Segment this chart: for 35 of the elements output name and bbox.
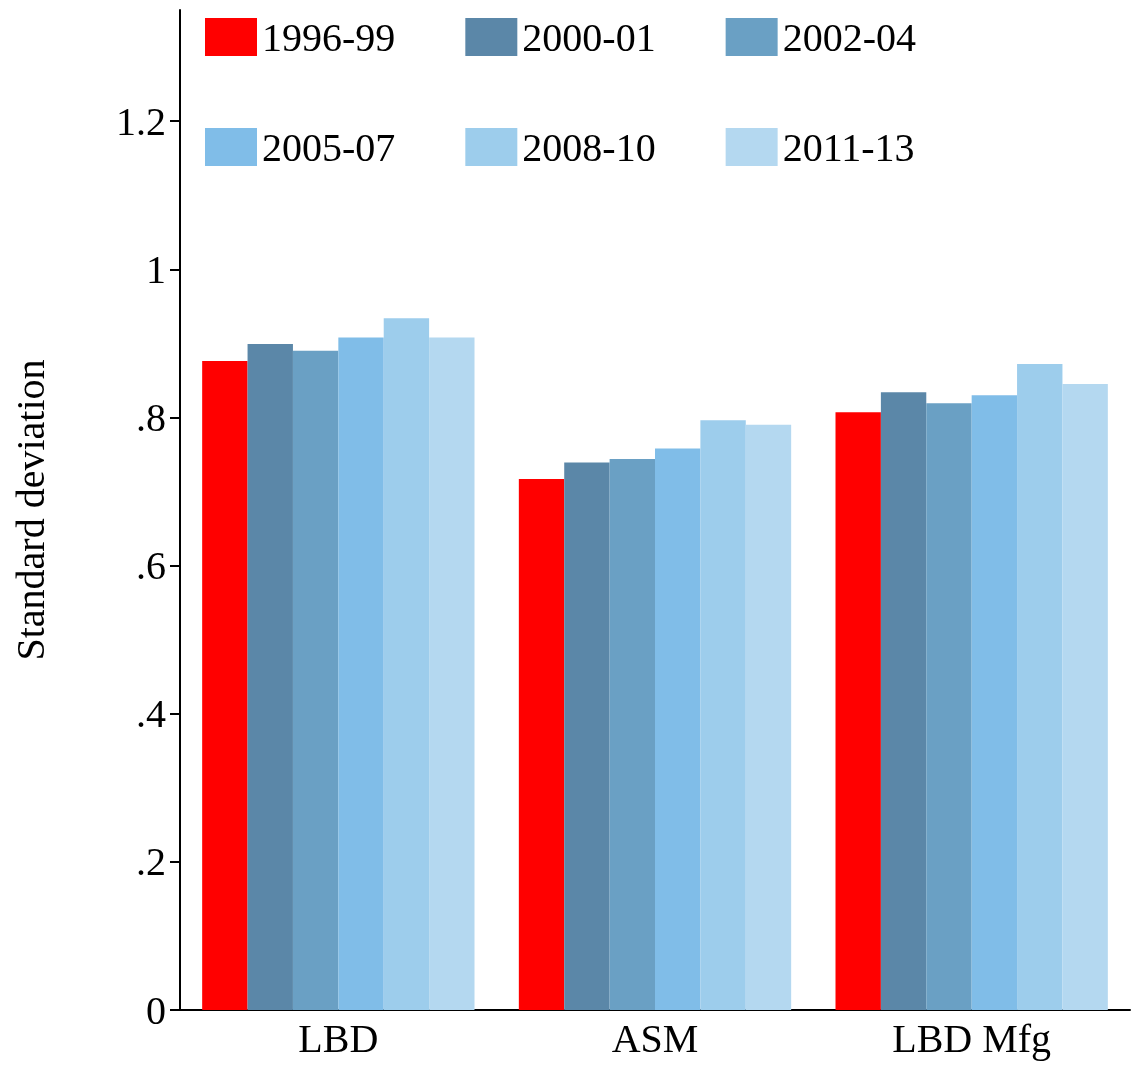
legend-label: 2002-04 xyxy=(782,14,916,60)
y-tick-label: .6 xyxy=(136,543,166,589)
y-tick-label: .2 xyxy=(136,839,166,885)
bar xyxy=(971,395,1018,1010)
bar xyxy=(247,344,293,1010)
legend-label: 2011-13 xyxy=(782,124,915,170)
bar xyxy=(1062,384,1108,1010)
bar xyxy=(1017,364,1063,1010)
x-tick-label: LBD xyxy=(298,1015,379,1061)
x-tick-label: ASM xyxy=(611,1015,699,1061)
y-tick-label: .4 xyxy=(136,691,166,737)
x-tick-label: LBD Mfg xyxy=(892,1015,1052,1061)
bar xyxy=(700,420,746,1010)
bar xyxy=(926,403,972,1010)
bar xyxy=(518,478,565,1010)
y-tick-label: 1 xyxy=(146,246,166,292)
y-tick-label: 1.2 xyxy=(116,98,166,144)
bar xyxy=(383,318,430,1010)
bar xyxy=(564,462,610,1010)
legend-label: 2000-01 xyxy=(522,14,656,60)
bar xyxy=(202,361,248,1010)
legend-label: 1996-99 xyxy=(262,14,396,60)
bar xyxy=(609,458,655,1010)
legend-label: 2005-07 xyxy=(262,124,396,170)
legend-label: 2008-10 xyxy=(522,124,656,170)
bar xyxy=(835,412,881,1010)
bar xyxy=(338,337,384,1010)
y-tick-label: 0 xyxy=(146,987,166,1033)
bar xyxy=(292,350,339,1010)
bar xyxy=(655,448,701,1010)
y-tick-label: .8 xyxy=(136,394,166,440)
y-axis-title: Standard deviation xyxy=(7,359,53,661)
bar xyxy=(429,337,475,1010)
bar xyxy=(745,424,792,1010)
bar xyxy=(880,392,927,1010)
